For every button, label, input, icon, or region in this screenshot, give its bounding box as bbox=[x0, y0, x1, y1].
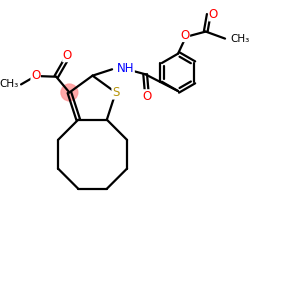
Text: O: O bbox=[31, 69, 40, 82]
Text: CH₃: CH₃ bbox=[0, 80, 18, 89]
Text: O: O bbox=[180, 28, 190, 41]
Text: O: O bbox=[63, 49, 72, 62]
Text: CH₃: CH₃ bbox=[231, 34, 250, 44]
Circle shape bbox=[61, 84, 78, 101]
Text: O: O bbox=[209, 8, 218, 21]
Text: NH: NH bbox=[117, 62, 134, 75]
Text: O: O bbox=[142, 90, 151, 103]
Text: S: S bbox=[112, 86, 119, 99]
